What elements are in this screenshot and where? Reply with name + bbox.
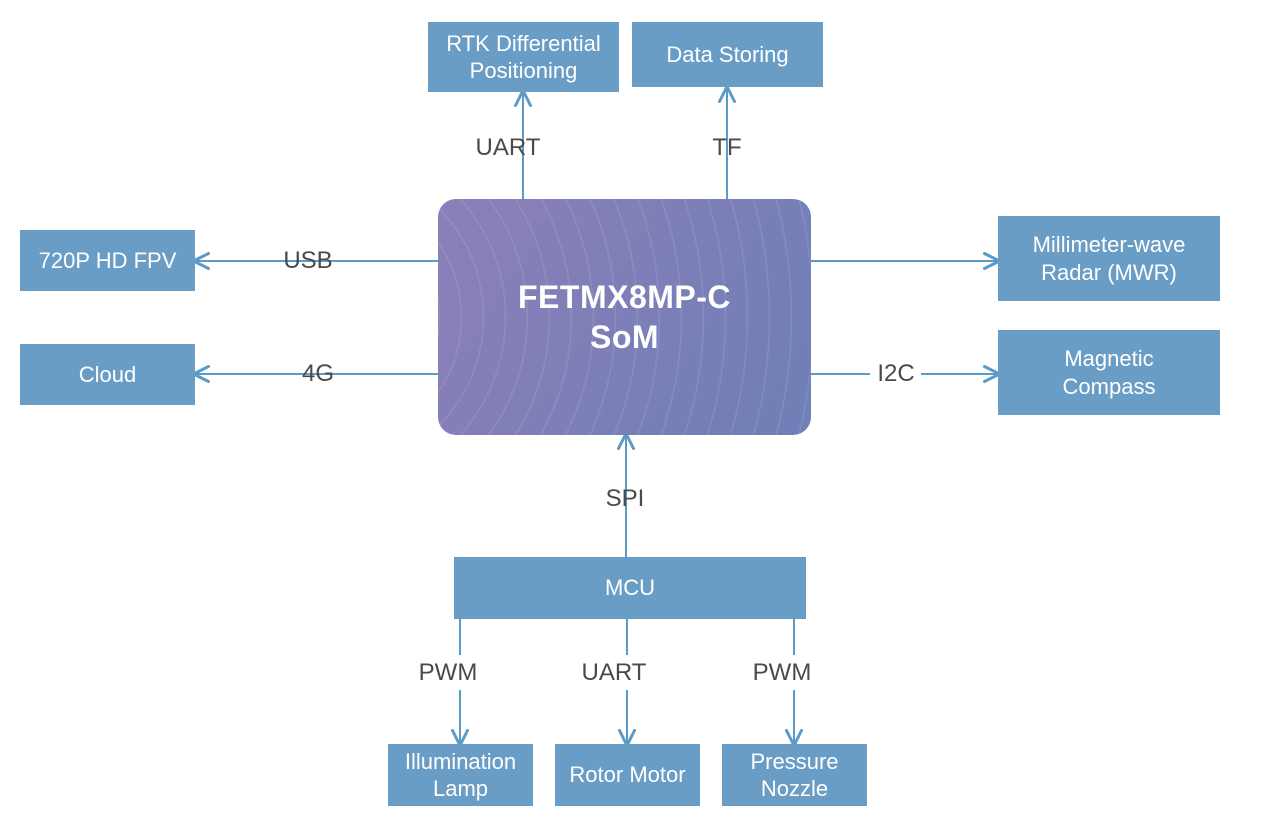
node-storing-label: Data Storing xyxy=(666,41,788,69)
node-storing: Data Storing xyxy=(632,22,823,87)
node-compass-label: MagneticCompass xyxy=(1063,345,1156,400)
node-cloud: Cloud xyxy=(20,344,195,405)
edge-label-som-cloud: 4G xyxy=(302,360,334,388)
edge-label-mcu-lamp: PWM xyxy=(419,659,478,687)
node-mwr: Millimeter-waveRadar (MWR) xyxy=(998,216,1220,301)
node-mcu-label: MCU xyxy=(605,574,655,602)
node-mwr-label: Millimeter-waveRadar (MWR) xyxy=(1033,231,1186,286)
node-lamp: IlluminationLamp xyxy=(388,744,533,806)
center-som-node: FETMX8MP-CSoM xyxy=(438,199,811,435)
node-nozzle: PressureNozzle xyxy=(722,744,867,806)
center-som-label: FETMX8MP-CSoM xyxy=(518,277,731,357)
edge-label-som-compass: I2C xyxy=(877,360,914,388)
edge-label-som-rtk: UART xyxy=(476,134,541,162)
edge-label-mcu-motor: UART xyxy=(582,659,647,687)
edge-label-mcu-som: SPI xyxy=(606,485,645,513)
node-rtk-label: RTK DifferentialPositioning xyxy=(446,30,600,85)
edge-label-som-fpv: USB xyxy=(283,247,332,275)
node-lamp-label: IlluminationLamp xyxy=(405,748,516,803)
edge-label-mcu-nozzle: PWM xyxy=(753,659,812,687)
node-motor: Rotor Motor xyxy=(555,744,700,806)
node-nozzle-label: PressureNozzle xyxy=(750,748,838,803)
node-rtk: RTK DifferentialPositioning xyxy=(428,22,619,92)
node-cloud-label: Cloud xyxy=(79,361,136,389)
node-motor-label: Rotor Motor xyxy=(569,761,685,789)
node-fpv: 720P HD FPV xyxy=(20,230,195,291)
node-compass: MagneticCompass xyxy=(998,330,1220,415)
edge-label-som-storing: TF xyxy=(712,134,741,162)
node-fpv-label: 720P HD FPV xyxy=(39,247,177,275)
node-mcu: MCU xyxy=(454,557,806,619)
